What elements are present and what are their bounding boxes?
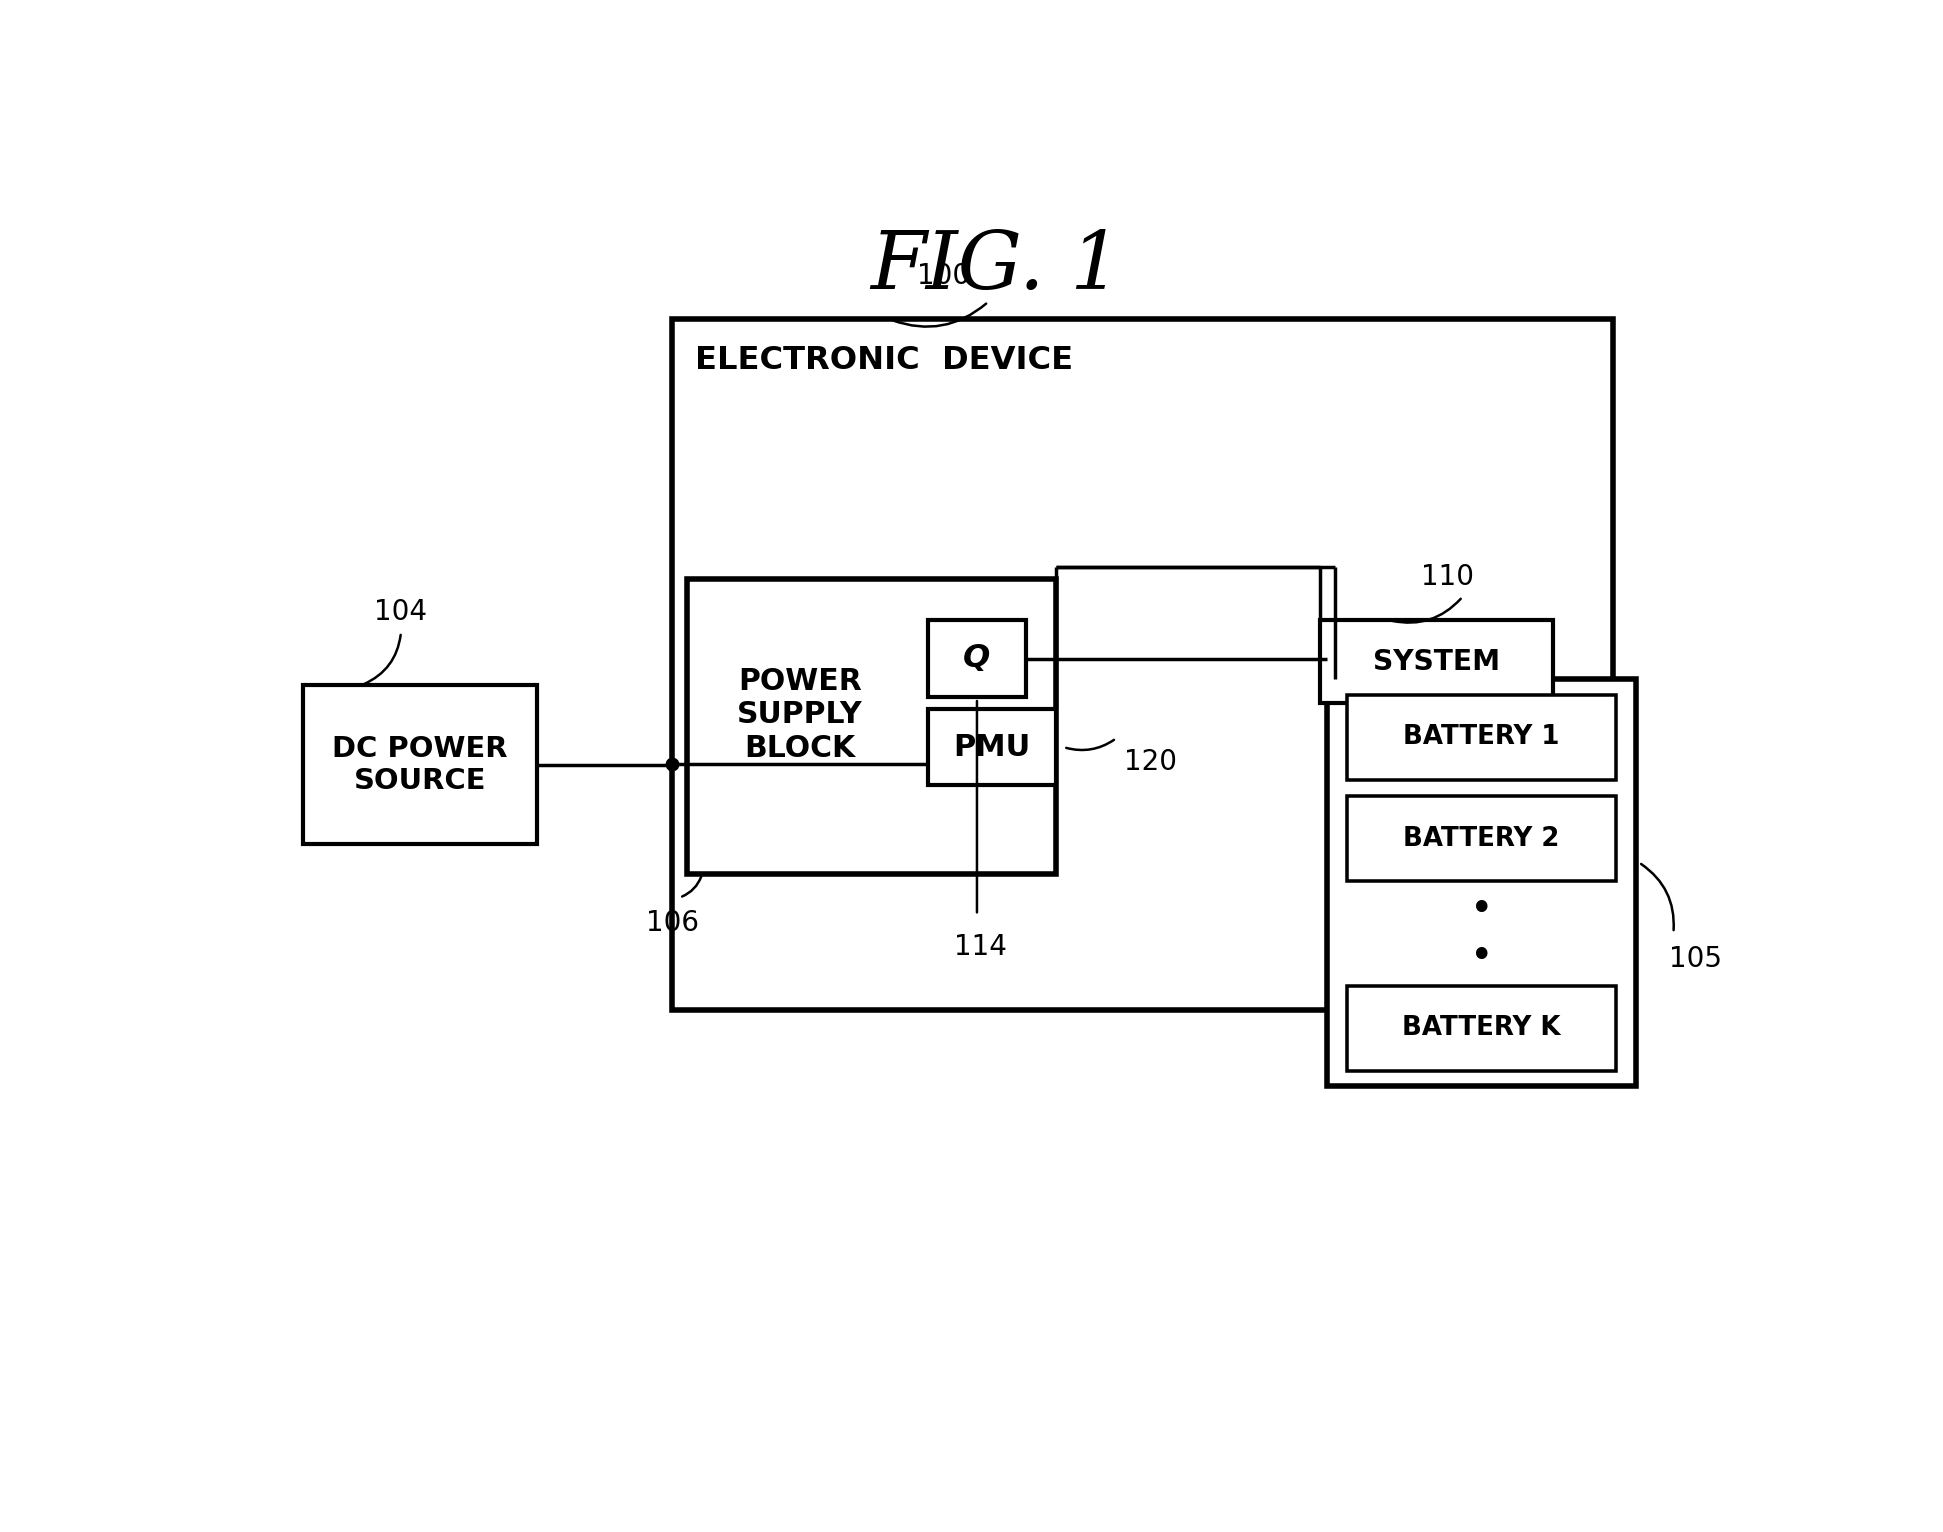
Text: 104: 104: [375, 597, 427, 627]
Bar: [1346, 797, 1617, 881]
Text: Q: Q: [964, 643, 991, 674]
Text: 106: 106: [645, 910, 699, 938]
Text: POWER
SUPPLY
BLOCK: POWER SUPPLY BLOCK: [736, 666, 863, 763]
Text: •
•: • •: [1469, 890, 1492, 976]
Text: ELECTRONIC  DEVICE: ELECTRONIC DEVICE: [696, 345, 1073, 377]
Bar: [688, 579, 1057, 873]
Bar: [1346, 987, 1617, 1071]
Text: 114: 114: [954, 933, 1006, 961]
Bar: [929, 709, 1057, 786]
Bar: [1346, 694, 1617, 780]
Text: BATTERY 1: BATTERY 1: [1403, 725, 1560, 751]
Text: DC POWER
SOURCE: DC POWER SOURCE: [332, 735, 507, 795]
Bar: [1319, 620, 1552, 703]
Text: SYSTEM: SYSTEM: [1372, 648, 1500, 676]
Text: FIG. 1: FIG. 1: [870, 228, 1121, 305]
Text: 105: 105: [1669, 945, 1721, 973]
Bar: [303, 685, 536, 844]
Text: 120: 120: [1123, 748, 1177, 775]
Bar: [672, 320, 1613, 1010]
Bar: [929, 620, 1026, 697]
Text: BATTERY 2: BATTERY 2: [1403, 826, 1560, 852]
Text: 100: 100: [917, 262, 970, 290]
Bar: [1327, 679, 1636, 1086]
Text: PMU: PMU: [954, 732, 1030, 761]
Text: 110: 110: [1420, 562, 1475, 591]
Text: BATTERY K: BATTERY K: [1403, 1016, 1560, 1042]
